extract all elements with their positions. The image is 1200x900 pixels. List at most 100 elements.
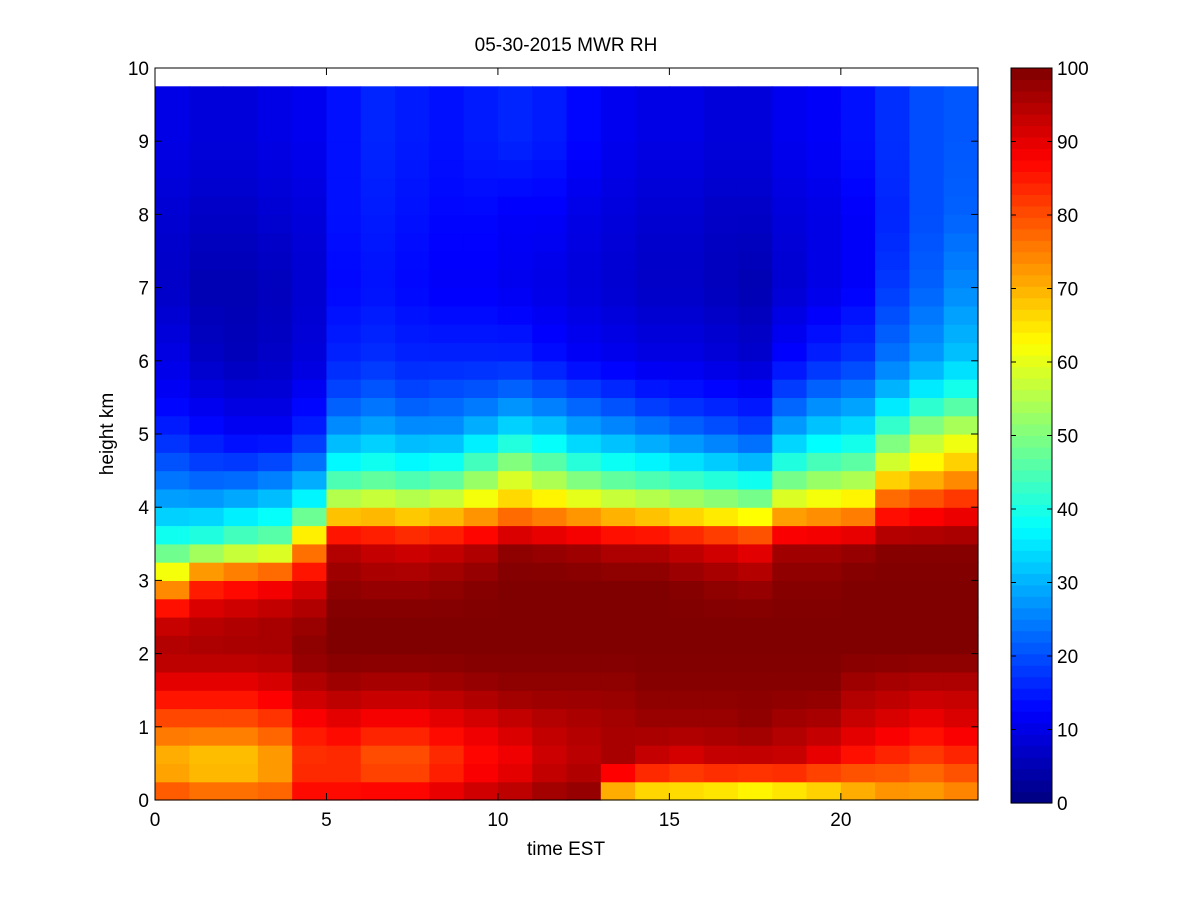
heatmap-cell <box>326 324 362 344</box>
heatmap-cell <box>669 122 705 142</box>
heatmap-cell <box>635 214 670 234</box>
heatmap-cell <box>532 269 568 289</box>
heatmap-cell <box>909 690 945 710</box>
colorbar-segment <box>1011 665 1052 678</box>
heatmap-cell <box>875 287 911 307</box>
heatmap-cell <box>737 232 773 252</box>
heatmap-cell <box>806 726 842 746</box>
heatmap-cell <box>635 470 670 490</box>
heatmap-cell <box>463 122 499 142</box>
heatmap-cell <box>943 708 979 728</box>
heatmap-cell <box>600 525 636 545</box>
heatmap-cell <box>635 781 670 801</box>
colorbar-tick-label: 100 <box>1057 59 1089 80</box>
heatmap-cell <box>772 781 808 801</box>
heatmap-cell <box>772 379 808 398</box>
x-tick-label: 10 <box>487 810 508 831</box>
heatmap-cell <box>909 745 945 764</box>
heatmap-cell <box>943 379 979 398</box>
heatmap-cell <box>909 635 945 655</box>
heatmap-cell <box>635 415 670 435</box>
colorbar-tick-label: 50 <box>1057 427 1078 448</box>
heatmap-cell <box>943 763 979 783</box>
heatmap-cell <box>292 360 328 380</box>
heatmap-cell <box>600 598 636 618</box>
heatmap-cell <box>326 159 362 179</box>
heatmap-cell <box>463 726 499 746</box>
heatmap-cell <box>429 781 465 801</box>
heatmap-cell <box>155 196 190 215</box>
heatmap-cell <box>155 104 190 124</box>
heatmap-cell <box>223 562 259 581</box>
heatmap-cell <box>155 342 190 362</box>
colorbar-segment <box>1011 780 1052 793</box>
heatmap-cell <box>600 415 636 435</box>
heatmap-cell <box>943 104 979 124</box>
heatmap-cell <box>806 671 842 691</box>
heatmap-cell <box>943 617 979 636</box>
heatmap-cell <box>875 360 911 380</box>
heatmap-cell <box>292 269 328 289</box>
heatmap-cell <box>360 324 396 344</box>
heatmap-cell <box>189 543 225 563</box>
heatmap-cell <box>806 287 842 307</box>
heatmap-cell <box>257 251 293 270</box>
heatmap-cell <box>566 671 602 691</box>
heatmap-cell <box>840 763 876 783</box>
heatmap-cell <box>155 671 190 691</box>
heatmap-cell <box>429 232 465 252</box>
colorbar-segment <box>1011 286 1052 299</box>
heatmap-cell <box>189 690 225 710</box>
heatmap-cell <box>943 653 979 673</box>
heatmap-cell <box>600 543 636 563</box>
heatmap-cell <box>497 434 533 453</box>
heatmap-cell <box>326 690 362 710</box>
heatmap-cell <box>155 434 190 453</box>
heatmap-cell <box>703 507 739 527</box>
heatmap-cell <box>292 690 328 710</box>
heatmap-cell <box>566 324 602 344</box>
heatmap-cell <box>600 580 636 600</box>
heatmap-cell <box>189 507 225 527</box>
heatmap-cell <box>806 452 842 472</box>
heatmap-cell <box>566 434 602 453</box>
heatmap-cell <box>840 159 876 179</box>
heatmap-cell <box>669 86 705 106</box>
heatmap-cell <box>772 397 808 417</box>
heatmap-cell <box>155 141 190 161</box>
heatmap-cell <box>600 726 636 746</box>
heatmap-cell <box>395 763 430 783</box>
heatmap-cell <box>737 141 773 161</box>
heatmap-cell <box>223 653 259 673</box>
heatmap-cell <box>292 470 328 490</box>
heatmap-cell <box>463 507 499 527</box>
heatmap-cell <box>497 397 533 417</box>
heatmap-cell <box>635 232 670 252</box>
heatmap-cell <box>635 434 670 453</box>
heatmap-cell <box>497 251 533 270</box>
heatmap-cell <box>566 397 602 417</box>
heatmap-cell <box>806 159 842 179</box>
colorbar-segment <box>1011 653 1052 666</box>
heatmap-cell <box>395 507 430 527</box>
heatmap-cell <box>497 177 533 197</box>
chart-title: 05-30-2015 MWR RH <box>475 35 658 56</box>
heatmap-cell <box>909 141 945 161</box>
heatmap-cell <box>737 781 773 801</box>
heatmap-cell <box>840 379 876 398</box>
heatmap-cell <box>360 781 396 801</box>
heatmap-cell <box>223 671 259 691</box>
heatmap-cell <box>326 287 362 307</box>
heatmap-cell <box>360 104 396 124</box>
heatmap-cell <box>772 86 808 106</box>
heatmap-cell <box>497 415 533 435</box>
heatmap-cell <box>772 415 808 435</box>
heatmap-cell <box>806 397 842 417</box>
heatmap-cell <box>532 177 568 197</box>
heatmap-cell <box>943 269 979 289</box>
heatmap-cell <box>703 104 739 124</box>
heatmap-cell <box>532 690 568 710</box>
heatmap-cell <box>532 379 568 398</box>
heatmap-cell <box>772 324 808 344</box>
x-tick-label: 20 <box>830 810 851 831</box>
